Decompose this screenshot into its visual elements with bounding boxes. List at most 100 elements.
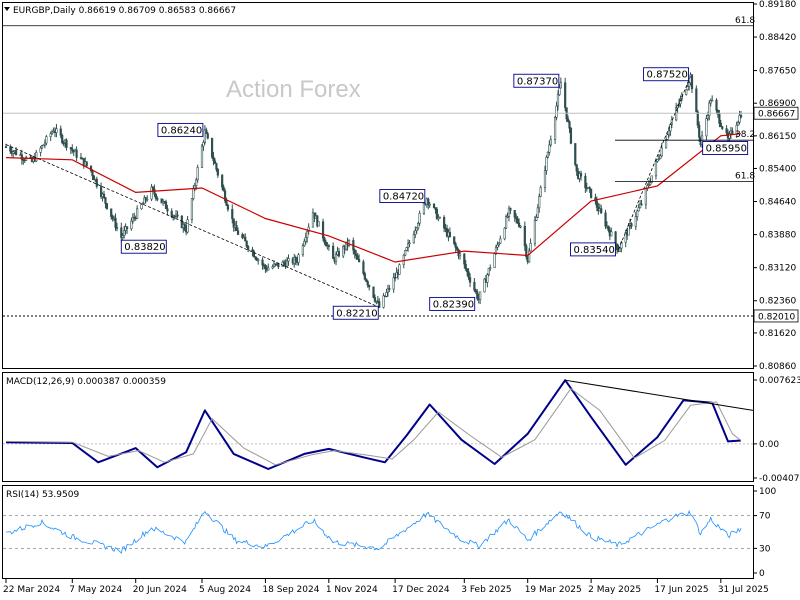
candle [61,133,64,145]
candle [366,280,369,288]
candle [323,236,326,245]
candle [146,195,149,202]
candle-body [515,216,518,220]
candle-body [543,170,547,188]
candle-body [417,222,420,229]
candle [304,232,307,245]
candle-body [104,197,107,204]
candle-body [574,143,577,165]
candle [14,147,18,156]
candle-body [232,218,235,228]
candle-body [728,133,731,139]
candle-body [644,187,647,205]
candle [454,241,457,252]
candle-body [650,175,653,183]
candle [676,104,679,113]
candle-body [190,198,194,220]
pivot-label-box [379,189,426,204]
candle [255,256,258,261]
moving-average [5,133,742,263]
x-tick-label: 17 Dec 2024 [392,585,450,595]
candle-body [739,115,743,118]
candle-body [595,200,598,208]
candle [690,74,694,93]
candle [639,199,642,209]
candle [35,149,38,163]
candle-body [497,242,500,246]
candle [418,210,421,226]
pivot-label-text: 0.82390 [433,299,474,310]
candle-body [213,160,217,164]
candle-body [388,288,391,290]
candle [474,288,477,295]
candle-body [136,208,139,219]
candle [203,125,206,145]
candle [287,254,290,266]
candle-body [669,124,672,132]
candle [205,127,208,135]
candle-body [20,154,23,160]
candle [525,243,528,260]
candle [196,164,199,183]
candle-body [657,158,660,160]
price-tag-label: 0.86667 [758,110,795,120]
candle [235,220,238,231]
candle [281,260,284,267]
candle-body [528,250,531,263]
candle [363,271,366,281]
candle [688,81,691,91]
candle-body [183,224,186,230]
candle [236,227,240,235]
candle-body [12,151,15,154]
candle [640,199,643,206]
candle [215,162,218,172]
candle [604,209,607,229]
candle-body [39,147,42,153]
candle [131,213,134,224]
candle [337,247,341,258]
candle [564,77,567,112]
candle [362,259,365,276]
candle [499,235,502,244]
candle-body [427,198,430,205]
main-panel-frame [2,2,754,369]
candle-body [566,118,570,122]
candle [566,115,570,123]
candle [535,214,538,222]
candle [615,243,619,254]
candle [553,115,557,144]
rsi-tick-label: 30 [759,544,771,554]
pivot-label-text: 0.86240 [161,125,202,136]
candle [355,249,358,260]
pivot-label-text: 0.87370 [517,76,558,87]
candle-body [91,170,94,177]
candle [232,218,235,232]
candle [130,217,133,231]
candle-body [252,251,255,258]
candle-body [356,255,359,260]
candle-body [306,231,309,238]
candle-body [100,186,103,197]
candle [506,212,509,219]
candle [548,140,551,156]
candle [398,263,401,275]
pivot-label-box [157,122,204,137]
candle [92,175,96,181]
candle-body [283,261,286,264]
x-tick-label: 5 Aug 2024 [199,585,251,595]
pivot-label-box [429,296,476,311]
candle [264,264,267,273]
candle-body [463,253,466,265]
candle [294,255,297,266]
candle-body [43,142,47,146]
candle-body [636,210,639,217]
candle-body [556,94,560,107]
candle [123,225,126,239]
candle [637,203,640,212]
x-tick-label: 19 Mar 2025 [525,585,582,595]
candle-body [479,291,482,300]
candle [176,210,179,219]
candle-body [247,245,250,250]
candle [656,158,659,163]
candle [432,203,436,209]
